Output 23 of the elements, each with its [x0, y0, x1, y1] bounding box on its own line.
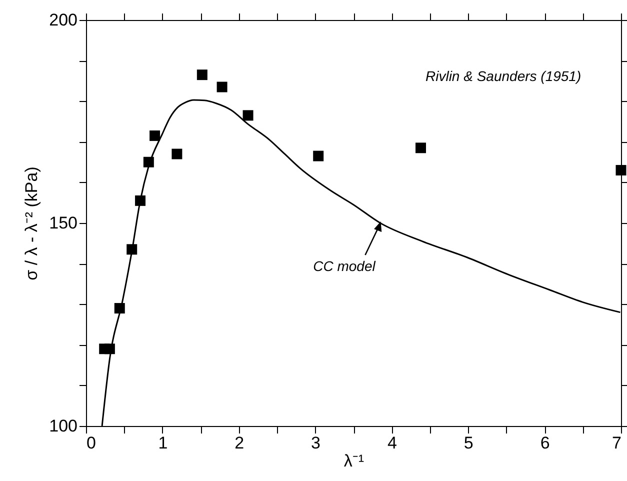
point	[172, 148, 182, 160]
point	[242, 110, 254, 121]
y-tick-label: 150	[49, 214, 78, 232]
y-tick-label: 100	[49, 416, 78, 436]
x-tick-label: 4	[387, 434, 397, 452]
x-tick-label: 1	[158, 434, 168, 452]
point	[416, 142, 426, 154]
y-tick-label: 200	[49, 10, 78, 30]
annotation: Rivlin & Saunders (1951)	[425, 68, 582, 84]
point	[150, 130, 160, 141]
point	[216, 82, 228, 92]
point	[313, 150, 324, 162]
x-tick-label: 0	[86, 434, 96, 452]
x-tick-label: 6	[540, 434, 550, 452]
x-tick-label: 2	[234, 434, 244, 452]
x-tick-label: 7	[612, 434, 622, 452]
x-axis-title: λ⁻¹	[344, 452, 364, 470]
annotation: CC model	[313, 258, 376, 274]
x-tick-label: 3	[311, 434, 321, 452]
point	[196, 70, 208, 80]
x-tick-label: 5	[464, 434, 474, 452]
y-axis-title: σ / λ - λ⁻² (kPa)	[22, 166, 42, 280]
point	[616, 164, 626, 176]
